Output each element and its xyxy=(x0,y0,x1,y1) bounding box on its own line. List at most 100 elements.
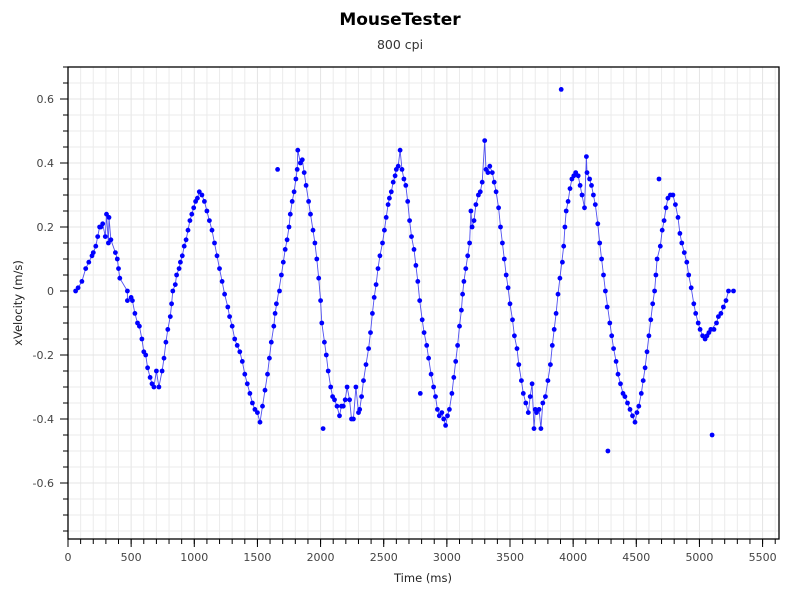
data-point xyxy=(280,259,286,265)
data-point xyxy=(553,311,559,316)
data-point xyxy=(209,227,215,233)
data-point xyxy=(363,362,369,367)
data-point xyxy=(328,384,334,390)
data-point xyxy=(90,250,96,256)
data-point xyxy=(265,371,270,377)
data-point xyxy=(242,371,248,377)
data-point xyxy=(461,279,467,284)
data-point xyxy=(239,359,245,364)
data-point xyxy=(227,314,233,319)
data-point xyxy=(512,333,517,339)
data-point xyxy=(277,288,282,294)
data-point xyxy=(178,259,183,265)
data-point xyxy=(165,327,171,332)
data-point xyxy=(439,410,445,415)
data-point xyxy=(625,400,630,406)
y-tick-label: 0.2 xyxy=(37,221,55,234)
data-point xyxy=(718,311,724,316)
data-point xyxy=(697,327,703,332)
data-point xyxy=(592,202,598,208)
data-point xyxy=(413,263,419,268)
data-point xyxy=(510,317,515,323)
data-point xyxy=(622,394,628,399)
data-point xyxy=(320,426,326,431)
data-point xyxy=(411,247,417,252)
data-point xyxy=(605,448,611,454)
data-point xyxy=(500,240,505,246)
y-tick-label: -0.6 xyxy=(33,477,54,490)
data-point xyxy=(106,215,112,220)
grid-lines xyxy=(68,66,779,539)
data-point xyxy=(172,282,178,287)
data-point xyxy=(638,391,644,396)
data-point xyxy=(549,343,555,348)
data-point xyxy=(496,205,501,211)
data-point xyxy=(538,426,544,431)
data-point xyxy=(609,333,615,339)
data-point xyxy=(377,253,383,259)
data-point xyxy=(467,240,472,246)
data-point xyxy=(212,240,217,246)
x-axis-label: Time (ms) xyxy=(393,571,452,585)
data-point xyxy=(543,394,548,399)
data-point xyxy=(75,285,81,291)
chart-title: MouseTester xyxy=(339,10,461,30)
data-point xyxy=(604,304,610,310)
data-point xyxy=(383,215,389,220)
data-point xyxy=(463,266,469,271)
y-tick-label: -0.2 xyxy=(33,349,54,362)
data-point xyxy=(431,384,436,390)
data-point xyxy=(380,240,385,246)
data-point xyxy=(465,253,471,259)
data-point xyxy=(548,362,553,367)
data-point xyxy=(388,189,394,195)
data-point xyxy=(449,391,455,396)
data-point xyxy=(498,224,503,230)
data-point xyxy=(648,317,654,323)
data-point xyxy=(170,288,176,294)
data-point xyxy=(271,323,277,329)
data-point xyxy=(471,218,477,224)
data-point xyxy=(382,227,387,233)
data-point xyxy=(100,221,106,227)
data-point xyxy=(558,87,564,92)
data-point xyxy=(577,183,583,188)
data-point xyxy=(523,400,529,406)
data-point xyxy=(257,419,263,425)
data-point xyxy=(460,291,465,297)
data-point xyxy=(390,179,396,185)
data-point xyxy=(179,253,185,259)
x-tick-label: 3000 xyxy=(433,551,461,564)
data-point xyxy=(108,237,114,243)
data-point xyxy=(693,311,699,316)
x-tick-label: 2000 xyxy=(307,551,335,564)
data-point xyxy=(237,349,243,355)
data-point xyxy=(575,173,581,179)
data-point xyxy=(632,419,638,425)
data-point xyxy=(607,320,613,326)
data-point xyxy=(244,381,250,387)
y-axis-label: xVelocity (m/s) xyxy=(11,260,25,346)
data-point xyxy=(652,288,657,294)
data-point xyxy=(130,298,135,303)
data-point xyxy=(113,250,118,256)
x-tick-label: 1000 xyxy=(180,551,208,564)
data-point xyxy=(469,224,475,230)
data-point xyxy=(314,256,320,262)
data-point xyxy=(351,416,356,422)
data-point xyxy=(545,378,551,383)
data-point xyxy=(289,199,295,204)
data-point xyxy=(299,157,305,163)
data-point xyxy=(174,272,180,278)
data-point xyxy=(455,343,460,348)
data-point xyxy=(650,301,656,307)
data-point xyxy=(156,384,162,390)
data-point xyxy=(340,403,346,409)
data-point xyxy=(409,234,414,240)
data-point xyxy=(479,179,485,185)
data-point xyxy=(368,330,373,335)
data-point xyxy=(167,314,173,319)
data-point xyxy=(181,243,187,249)
x-tick-label: 4000 xyxy=(559,551,587,564)
data-point xyxy=(332,397,337,403)
